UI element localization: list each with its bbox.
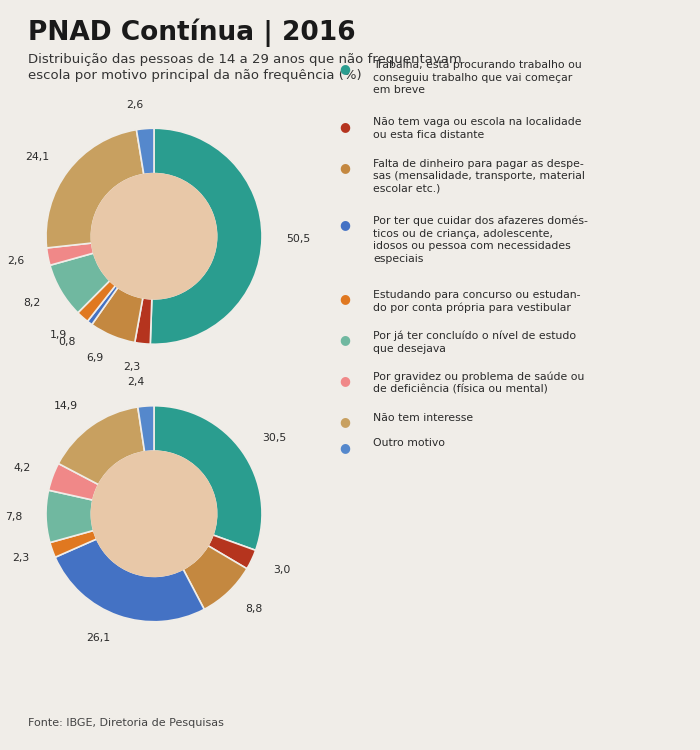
Wedge shape [48,464,99,500]
Wedge shape [46,490,94,542]
Text: 50,5: 50,5 [286,233,310,244]
Wedge shape [183,546,247,609]
Text: ●: ● [340,333,351,346]
Wedge shape [58,407,145,485]
Text: ●: ● [340,416,351,428]
Text: ●: ● [340,62,351,75]
Text: 4,2: 4,2 [13,464,30,473]
FancyBboxPatch shape [147,230,154,251]
Wedge shape [136,128,154,175]
Text: ●: ● [340,218,351,231]
Text: ●: ● [340,119,351,133]
Text: 2,4: 2,4 [127,377,144,387]
Text: Por já ter concluído o nível de estudo
que desejava: Por já ter concluído o nível de estudo q… [373,331,576,354]
Text: Distribuição das pessoas de 14 a 29 anos que não frequentavam: Distribuição das pessoas de 14 a 29 anos… [28,53,462,65]
Text: 14,9: 14,9 [53,401,78,412]
Text: Trabalha, está procurando trabalho ou
conseguiu trabalho que vai começar
em brev: Trabalha, está procurando trabalho ou co… [373,60,582,95]
Text: 1,9: 1,9 [50,330,66,340]
Wedge shape [47,243,94,266]
FancyBboxPatch shape [147,497,161,511]
FancyBboxPatch shape [159,498,167,511]
Text: ●: ● [340,292,351,304]
Text: 8,8: 8,8 [245,604,262,614]
Wedge shape [46,130,144,248]
Text: Por ter que cuidar dos afazeres domés-
ticos ou de criança, adolescente,
idosos : Por ter que cuidar dos afazeres domés- t… [373,216,588,264]
FancyBboxPatch shape [141,216,148,232]
Wedge shape [138,406,154,451]
Polygon shape [143,509,165,528]
Text: PNAD Contínua | 2016: PNAD Contínua | 2016 [28,19,356,47]
FancyBboxPatch shape [141,498,149,511]
Text: 3,0: 3,0 [273,565,290,574]
Text: Outro motivo: Outro motivo [373,438,445,448]
Circle shape [92,173,216,299]
Text: ●: ● [340,374,351,387]
Text: 30,5: 30,5 [262,433,286,443]
Wedge shape [88,286,118,325]
Wedge shape [92,287,143,343]
Text: 24,1: 24,1 [25,152,49,161]
Text: Estudando para concurso ou estudan-
do por conta própria para vestibular: Estudando para concurso ou estudan- do p… [373,290,580,313]
FancyBboxPatch shape [146,212,162,234]
Wedge shape [154,406,262,550]
Text: 2,6: 2,6 [126,100,144,110]
Text: Falta de dinheiro para pagar as despe-
sas (mensalidade, transporte, material
es: Falta de dinheiro para pagar as despe- s… [373,159,585,194]
Wedge shape [55,539,204,622]
Text: 7,8: 7,8 [5,512,22,522]
Text: Por gravidez ou problema de saúde ou
de deficiência (física ou mental): Por gravidez ou problema de saúde ou de … [373,372,584,395]
FancyBboxPatch shape [154,230,161,251]
Text: 2,6: 2,6 [8,256,25,266]
Text: escola por motivo principal da não frequência (%): escola por motivo principal da não frequ… [28,69,362,82]
Wedge shape [208,535,255,568]
FancyBboxPatch shape [160,216,167,232]
Circle shape [148,484,160,497]
Wedge shape [134,298,152,344]
Text: 6,9: 6,9 [86,352,103,363]
Text: 2,3: 2,3 [13,553,30,563]
Wedge shape [150,128,262,344]
Text: 8,2: 8,2 [23,298,41,307]
Text: 0,8: 0,8 [58,337,76,347]
Wedge shape [50,530,97,557]
Text: ●: ● [340,441,351,454]
Text: ●: ● [340,161,351,174]
FancyBboxPatch shape [148,526,154,534]
Wedge shape [50,253,110,313]
Circle shape [148,207,160,220]
Text: 26,1: 26,1 [86,633,111,644]
FancyBboxPatch shape [154,526,160,534]
Wedge shape [78,280,116,321]
Text: Fonte: IBGE, Diretoria de Pesquisas: Fonte: IBGE, Diretoria de Pesquisas [28,718,224,728]
Text: Não tem vaga ou escola na localidade
ou esta fica distante: Não tem vaga ou escola na localidade ou … [373,118,582,140]
Text: 2,3: 2,3 [122,362,140,372]
Circle shape [92,451,216,577]
Text: Não tem interesse: Não tem interesse [373,413,473,423]
